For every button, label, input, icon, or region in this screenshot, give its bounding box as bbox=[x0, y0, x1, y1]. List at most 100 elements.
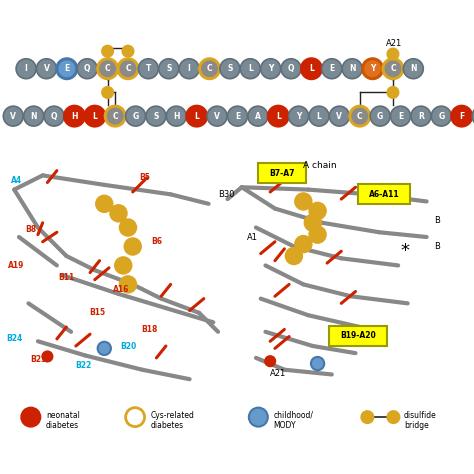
Text: A21: A21 bbox=[270, 369, 286, 377]
Text: Cys-related
diabetes: Cys-related diabetes bbox=[150, 411, 194, 430]
Circle shape bbox=[248, 106, 268, 126]
Text: E: E bbox=[64, 64, 70, 73]
Text: L: L bbox=[309, 64, 314, 73]
Circle shape bbox=[342, 59, 362, 79]
Text: disulfide
bridge: disulfide bridge bbox=[404, 411, 437, 430]
Circle shape bbox=[57, 59, 77, 79]
Text: childhood/
MODY: childhood/ MODY bbox=[273, 411, 313, 430]
Circle shape bbox=[110, 205, 127, 222]
Circle shape bbox=[115, 257, 132, 274]
Circle shape bbox=[105, 106, 125, 126]
Circle shape bbox=[391, 106, 410, 126]
Text: N: N bbox=[30, 112, 37, 120]
Text: V: V bbox=[10, 112, 16, 120]
Circle shape bbox=[240, 59, 260, 79]
Circle shape bbox=[309, 226, 326, 243]
Circle shape bbox=[166, 106, 186, 126]
Circle shape bbox=[44, 106, 64, 126]
Circle shape bbox=[124, 238, 141, 255]
Circle shape bbox=[431, 106, 451, 126]
Circle shape bbox=[126, 408, 145, 427]
Text: Y: Y bbox=[370, 64, 375, 73]
Text: V: V bbox=[214, 112, 220, 120]
Text: A: A bbox=[255, 112, 261, 120]
Circle shape bbox=[268, 106, 288, 126]
Text: A21: A21 bbox=[386, 39, 402, 48]
Circle shape bbox=[179, 59, 199, 79]
Text: I: I bbox=[25, 64, 27, 73]
Text: A19: A19 bbox=[9, 261, 25, 270]
Circle shape bbox=[363, 59, 383, 79]
Text: N: N bbox=[349, 64, 356, 73]
Text: C: C bbox=[390, 64, 396, 73]
Circle shape bbox=[281, 59, 301, 79]
Text: V: V bbox=[337, 112, 342, 120]
FancyBboxPatch shape bbox=[358, 184, 410, 204]
Text: Y: Y bbox=[268, 64, 273, 73]
Circle shape bbox=[361, 411, 374, 423]
Circle shape bbox=[220, 59, 240, 79]
Text: G: G bbox=[132, 112, 139, 120]
Circle shape bbox=[383, 59, 403, 79]
Text: B6: B6 bbox=[151, 237, 162, 246]
Text: E: E bbox=[235, 112, 240, 120]
Text: R: R bbox=[418, 112, 424, 120]
Text: B5: B5 bbox=[139, 173, 150, 182]
Text: H: H bbox=[173, 112, 180, 120]
Text: L: L bbox=[317, 112, 321, 120]
Text: C: C bbox=[125, 64, 131, 73]
Circle shape bbox=[42, 351, 53, 362]
Circle shape bbox=[249, 408, 268, 427]
Text: L: L bbox=[248, 64, 253, 73]
Circle shape bbox=[452, 106, 472, 126]
Circle shape bbox=[146, 106, 166, 126]
Circle shape bbox=[311, 357, 324, 370]
Circle shape bbox=[387, 87, 399, 98]
Text: T: T bbox=[146, 64, 151, 73]
Text: G: G bbox=[377, 112, 383, 120]
Circle shape bbox=[304, 214, 321, 231]
Circle shape bbox=[21, 408, 40, 427]
Text: B: B bbox=[434, 242, 439, 251]
Circle shape bbox=[387, 411, 400, 423]
Text: B22: B22 bbox=[75, 362, 91, 370]
Circle shape bbox=[118, 59, 138, 79]
Text: B19-A20: B19-A20 bbox=[340, 331, 376, 340]
Text: S: S bbox=[227, 64, 233, 73]
Circle shape bbox=[207, 106, 227, 126]
Circle shape bbox=[200, 59, 219, 79]
Circle shape bbox=[329, 106, 349, 126]
Text: A1: A1 bbox=[246, 233, 257, 241]
Text: Q: Q bbox=[51, 112, 57, 120]
Text: C: C bbox=[105, 64, 110, 73]
Circle shape bbox=[85, 106, 105, 126]
Text: B7-A7: B7-A7 bbox=[269, 169, 295, 177]
Circle shape bbox=[295, 236, 312, 253]
Text: neonatal
diabetes: neonatal diabetes bbox=[46, 411, 80, 430]
Circle shape bbox=[472, 106, 474, 126]
Circle shape bbox=[36, 59, 56, 79]
Text: Y: Y bbox=[296, 112, 301, 120]
Circle shape bbox=[309, 106, 329, 126]
Text: B: B bbox=[434, 216, 439, 225]
Circle shape bbox=[98, 59, 118, 79]
FancyBboxPatch shape bbox=[258, 163, 306, 183]
Circle shape bbox=[122, 46, 134, 57]
Text: B23: B23 bbox=[30, 355, 46, 364]
Circle shape bbox=[309, 202, 326, 219]
Circle shape bbox=[138, 59, 158, 79]
Circle shape bbox=[64, 106, 84, 126]
Circle shape bbox=[370, 106, 390, 126]
Text: A4: A4 bbox=[11, 176, 22, 184]
Circle shape bbox=[387, 48, 399, 60]
Circle shape bbox=[285, 247, 302, 264]
Circle shape bbox=[126, 106, 146, 126]
Text: H: H bbox=[71, 112, 78, 120]
Circle shape bbox=[301, 59, 321, 79]
Text: A chain: A chain bbox=[303, 162, 337, 170]
Text: A16: A16 bbox=[113, 285, 129, 293]
Circle shape bbox=[261, 59, 281, 79]
Circle shape bbox=[159, 59, 179, 79]
Text: F: F bbox=[459, 112, 465, 120]
Text: B11: B11 bbox=[58, 273, 74, 282]
